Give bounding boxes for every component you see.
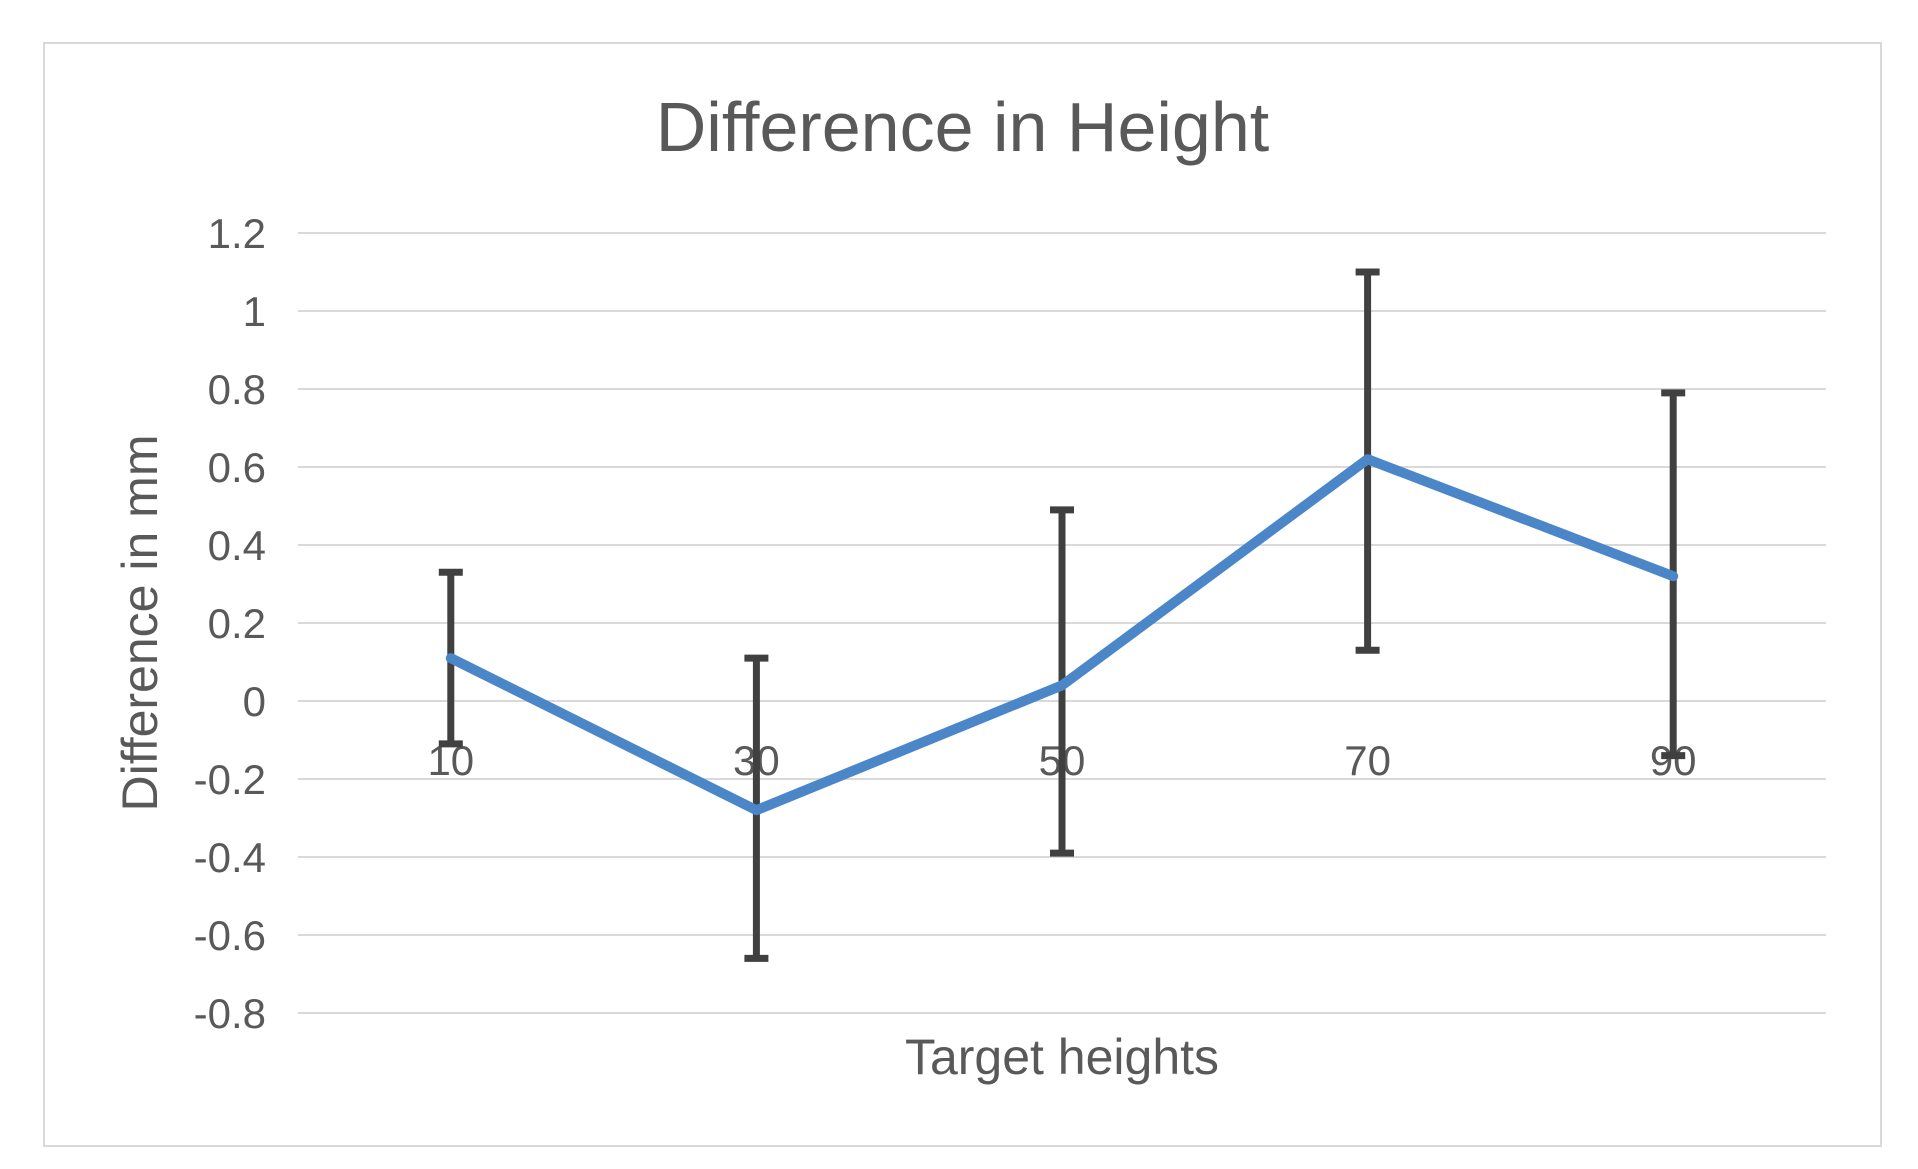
data-line-series bbox=[445, 454, 1679, 816]
y-tick-label: 0.8 bbox=[208, 366, 266, 413]
x-tick-label: 70 bbox=[1344, 737, 1391, 784]
gridlines bbox=[298, 232, 1826, 1014]
y-axis-title: Difference in mm bbox=[112, 434, 168, 812]
chart-title: Difference in Height bbox=[655, 88, 1270, 166]
y-tick-label: 0.6 bbox=[208, 444, 266, 491]
error-bars bbox=[438, 268, 1686, 962]
y-tick-label: 0.4 bbox=[208, 522, 266, 569]
y-tick-label: -0.6 bbox=[194, 912, 266, 959]
y-tick-label: -0.8 bbox=[194, 990, 266, 1037]
y-tick-label: 1.2 bbox=[208, 210, 266, 257]
y-tick-label: 0.2 bbox=[208, 600, 266, 647]
y-tick-label: -0.2 bbox=[194, 756, 266, 803]
x-axis-title: Target heights bbox=[904, 1029, 1220, 1085]
y-tick-label: 0 bbox=[243, 678, 266, 725]
y-tick-labels: 1.2 1 0.8 0.6 0.4 0.2 0 -0.2 -0.4 -0.6 -0.8 bbox=[194, 210, 266, 1037]
y-tick-label: -0.4 bbox=[194, 834, 266, 881]
y-tick-label: 1 bbox=[243, 288, 266, 335]
chart-border bbox=[43, 42, 1882, 1147]
